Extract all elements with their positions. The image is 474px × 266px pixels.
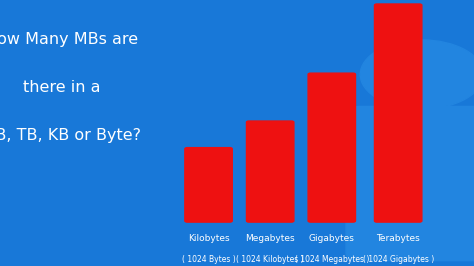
- Text: ( 1024 Kilobytes ): ( 1024 Kilobytes ): [237, 255, 304, 264]
- Text: How Many MBs are: How Many MBs are: [0, 32, 138, 47]
- Text: ( 1024 Gigabytes ): ( 1024 Gigabytes ): [363, 255, 434, 264]
- Text: Kilobytes: Kilobytes: [188, 234, 229, 243]
- Text: Gigabytes: Gigabytes: [309, 234, 355, 243]
- FancyBboxPatch shape: [308, 73, 356, 222]
- Text: ( 1024 Bytes ): ( 1024 Bytes ): [182, 255, 236, 264]
- Text: GB, TB, KB or Byte?: GB, TB, KB or Byte?: [0, 128, 141, 143]
- Text: there in a: there in a: [23, 80, 100, 95]
- FancyBboxPatch shape: [346, 106, 474, 261]
- FancyBboxPatch shape: [374, 4, 422, 222]
- Text: Terabytes: Terabytes: [376, 234, 420, 243]
- FancyBboxPatch shape: [185, 148, 232, 222]
- Text: ( 1024 Megabytes ): ( 1024 Megabytes ): [295, 255, 369, 264]
- Circle shape: [360, 40, 474, 109]
- FancyBboxPatch shape: [246, 121, 294, 222]
- Text: Megabytes: Megabytes: [246, 234, 295, 243]
